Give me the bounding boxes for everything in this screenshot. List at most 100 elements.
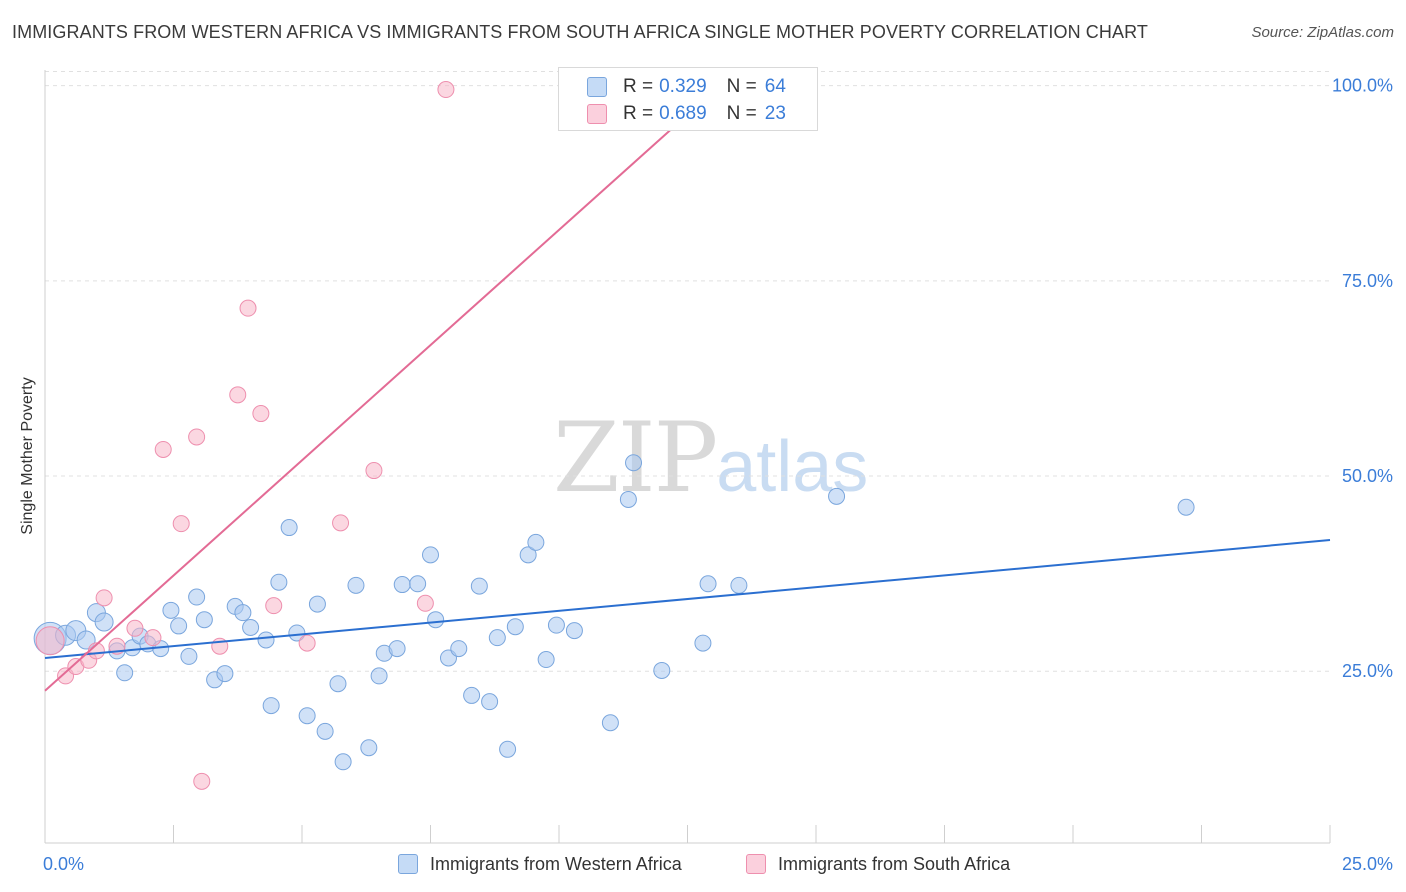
point-western-africa <box>463 686 481 704</box>
point-south-africa <box>332 514 350 532</box>
trend-line-south-africa <box>44 77 730 692</box>
point-south-africa <box>298 634 316 652</box>
point-western-africa <box>329 675 347 693</box>
point-western-africa <box>481 693 499 711</box>
bottom-legend-south-africa: Immigrants from South Africa <box>746 852 1010 876</box>
x-tick-label: 25.0% <box>1342 854 1393 874</box>
point-south-africa <box>172 515 190 533</box>
point-western-africa <box>180 647 198 665</box>
point-western-africa <box>370 667 388 685</box>
point-western-africa <box>360 739 378 757</box>
point-western-africa <box>828 487 846 505</box>
grid-lines <box>45 71 1330 672</box>
legend-r-value: 0.329 <box>659 76 707 97</box>
point-western-africa <box>427 611 445 629</box>
y-tick-label: 100.0% <box>1332 76 1393 96</box>
legend-r-value: 0.689 <box>659 103 707 124</box>
point-western-africa <box>298 707 316 725</box>
point-south-africa <box>252 405 270 423</box>
trend-lines <box>44 77 1331 692</box>
point-south-africa <box>416 594 434 612</box>
point-western-africa <box>601 714 619 732</box>
point-western-africa <box>506 618 524 636</box>
point-western-africa <box>422 546 439 564</box>
bottom-legend-swatch-pink <box>746 854 766 874</box>
point-western-africa <box>450 640 468 658</box>
legend-n-value: 64 <box>764 76 786 97</box>
point-south-africa <box>437 81 455 99</box>
chart-title: IMMIGRANTS FROM WESTERN AFRICA VS IMMIGR… <box>12 22 1148 42</box>
point-western-africa <box>76 630 96 650</box>
point-western-africa <box>393 576 411 594</box>
legend-swatch-blue <box>587 77 607 97</box>
point-western-africa <box>653 661 671 679</box>
point-south-africa <box>144 629 162 647</box>
y-tick-label: 50.0% <box>1342 466 1393 486</box>
tick-labels: 25.0% 50.0% 75.0% 100.0% 0.0% 25.0% <box>43 76 1393 874</box>
y-tick-label: 25.0% <box>1342 661 1393 681</box>
point-western-africa <box>547 616 565 634</box>
axes <box>44 70 1331 844</box>
point-south-africa <box>365 462 383 480</box>
point-western-africa <box>537 651 555 669</box>
point-western-africa <box>162 601 180 619</box>
bottom-legend-label: Immigrants from Western Africa <box>430 853 682 874</box>
trend-line-western-africa <box>44 539 1331 659</box>
point-western-africa <box>730 576 748 594</box>
point-south-africa <box>188 428 206 446</box>
point-western-africa <box>280 519 298 537</box>
point-south-africa <box>126 619 144 637</box>
point-western-africa <box>619 490 637 508</box>
legend-swatch-pink <box>587 104 607 124</box>
correlation-legend: R = 0.329 N = 64 R = 0.689 N = 23 <box>558 67 818 131</box>
point-western-africa <box>262 697 280 715</box>
point-western-africa <box>699 575 717 593</box>
point-western-africa <box>409 575 427 593</box>
point-western-africa <box>499 740 517 758</box>
point-western-africa <box>488 629 506 647</box>
point-western-africa <box>694 634 712 652</box>
point-south-africa <box>239 299 257 317</box>
point-western-africa <box>116 664 134 682</box>
point-western-africa <box>565 622 583 640</box>
point-western-africa <box>308 595 326 613</box>
x-tick-label: 0.0% <box>43 854 84 874</box>
legend-n-label: N = <box>726 76 757 97</box>
point-western-africa <box>270 573 288 591</box>
legend-r-label: R = <box>623 103 654 124</box>
point-western-africa <box>288 624 306 642</box>
bottom-legend-swatch-blue <box>398 854 418 874</box>
point-western-africa <box>334 753 352 771</box>
y-tick-label: 75.0% <box>1342 271 1393 291</box>
point-south-africa <box>35 626 65 656</box>
point-western-africa <box>216 665 234 683</box>
point-western-africa <box>1177 498 1195 516</box>
point-western-africa <box>257 631 275 649</box>
legend-n-value: 23 <box>764 103 786 124</box>
legend-n-label: N = <box>726 103 757 124</box>
legend-row-south-africa: R = 0.689 N = 23 <box>587 101 786 127</box>
point-western-africa <box>519 546 537 564</box>
point-western-africa <box>242 618 260 636</box>
point-western-africa <box>316 722 334 740</box>
point-south-africa <box>229 386 247 404</box>
point-western-africa <box>347 576 365 594</box>
bottom-legend-western-africa: Immigrants from Western Africa <box>398 852 682 876</box>
point-south-africa <box>193 772 211 790</box>
point-western-africa <box>94 612 114 632</box>
data-points <box>33 81 1195 790</box>
point-south-africa <box>265 597 283 615</box>
point-south-africa <box>95 589 113 607</box>
bottom-legend-label: Immigrants from South Africa <box>778 853 1011 874</box>
point-western-africa <box>234 604 252 622</box>
point-western-africa <box>188 588 206 606</box>
point-south-africa <box>154 440 172 458</box>
legend-row-western-africa: R = 0.329 N = 64 <box>587 74 786 100</box>
point-western-africa <box>170 617 188 635</box>
point-western-africa <box>470 577 488 595</box>
point-western-africa <box>388 640 406 658</box>
legend-r-label: R = <box>623 76 654 97</box>
source-label: Source: ZipAtlas.com <box>1251 24 1394 41</box>
point-western-africa <box>625 454 643 472</box>
